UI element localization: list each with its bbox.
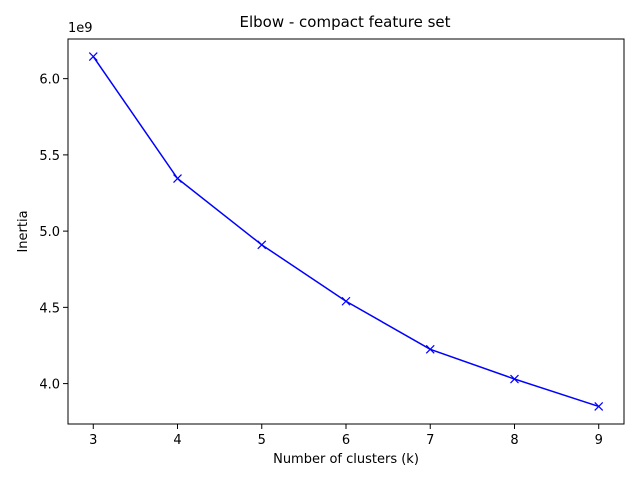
chart-title: Elbow - compact feature set [239, 13, 450, 31]
data-point-marker [594, 402, 604, 411]
x-tick-label: 3 [89, 433, 97, 448]
x-axis-label: Number of clusters (k) [273, 452, 419, 467]
plot-frame [67, 38, 625, 425]
x-tick-label: 5 [258, 433, 266, 448]
x-tick-label: 6 [342, 433, 350, 448]
y-tick-label: 4.0 [39, 378, 60, 393]
y-tick-label: 4.5 [39, 301, 60, 316]
y-tick-label: 5.5 [39, 149, 60, 164]
y-offset-label: 1e9 [68, 21, 93, 36]
x-tick-label: 8 [510, 433, 518, 448]
data-point-marker [257, 240, 267, 250]
y-axis-label: Inertia [16, 210, 31, 252]
x-tick-label: 7 [426, 433, 434, 448]
data-point-marker [173, 174, 182, 183]
y-tick-label: 6.0 [39, 73, 60, 88]
data-point-marker [88, 52, 98, 61]
y-tick-label: 5.0 [39, 225, 60, 240]
data-point-marker [510, 374, 519, 384]
x-tick-label: 9 [595, 433, 603, 448]
x-tick-label: 4 [173, 433, 181, 448]
data-point-marker [341, 296, 351, 306]
data-point-marker [425, 344, 435, 354]
plot-area: 3 4 5 6 7 8 9 4.0 4.5 5.0 5.5 6.0 [39, 52, 604, 448]
series-line [92, 56, 599, 408]
